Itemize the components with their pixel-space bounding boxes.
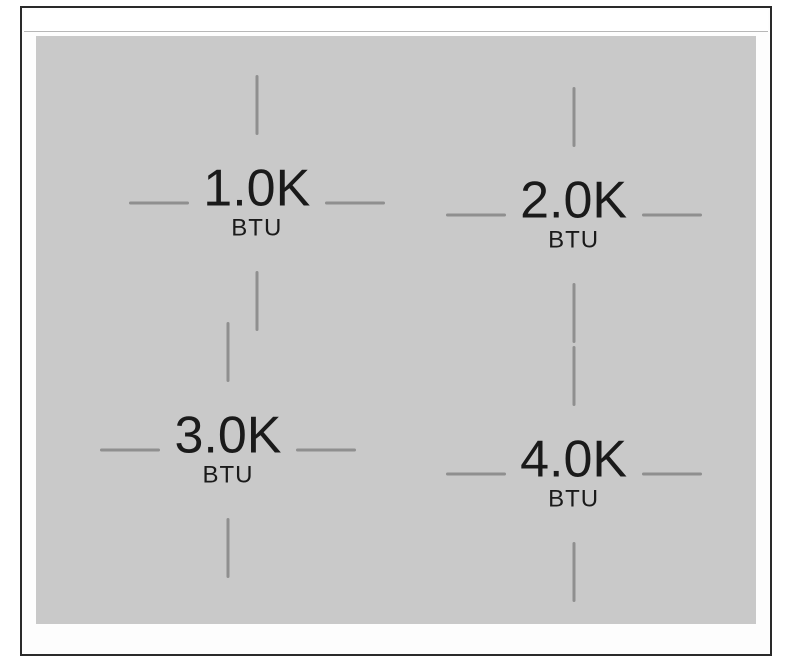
burner-top-right: 2.0K BTU [454,95,694,335]
burner-unit: BTU [520,228,627,252]
burner-label: 1.0K BTU [203,162,310,240]
crosshair-seg [227,518,230,578]
crosshair-seg [572,346,575,406]
crosshair-seg [325,202,385,205]
crosshair-seg [446,213,506,216]
crosshair-seg [227,322,230,382]
crosshair-seg [572,87,575,147]
crosshair-seg [446,472,506,475]
burner-label: 2.0K BTU [520,174,627,252]
crosshair-seg [642,472,702,475]
burner-value: 1.0K [203,162,310,214]
crosshair-seg [255,75,258,135]
crosshair-seg [255,271,258,331]
burner-label: 3.0K BTU [175,409,282,487]
crosshair-seg [296,449,356,452]
burner-top-left: 1.0K BTU [137,83,377,323]
burner-label: 4.0K BTU [520,433,627,511]
burner-value: 2.0K [520,174,627,226]
burner-unit: BTU [520,487,627,511]
crosshair-seg [100,449,160,452]
burner-bottom-right: 4.0K BTU [454,354,694,594]
burner-unit: BTU [175,463,282,487]
crosshair-seg [129,202,189,205]
cooktop-frame: 1.0K BTU 2.0K BTU 3.0K BTU [20,6,772,656]
burner-value: 4.0K [520,433,627,485]
burner-unit: BTU [203,216,310,240]
cooktop-surface: 1.0K BTU 2.0K BTU 3.0K BTU [36,36,756,624]
crosshair-seg [572,542,575,602]
crosshair-seg [572,283,575,343]
cooktop-top-bar [24,10,768,32]
burner-value: 3.0K [175,409,282,461]
burner-bottom-left: 3.0K BTU [108,330,348,570]
crosshair-seg [642,213,702,216]
